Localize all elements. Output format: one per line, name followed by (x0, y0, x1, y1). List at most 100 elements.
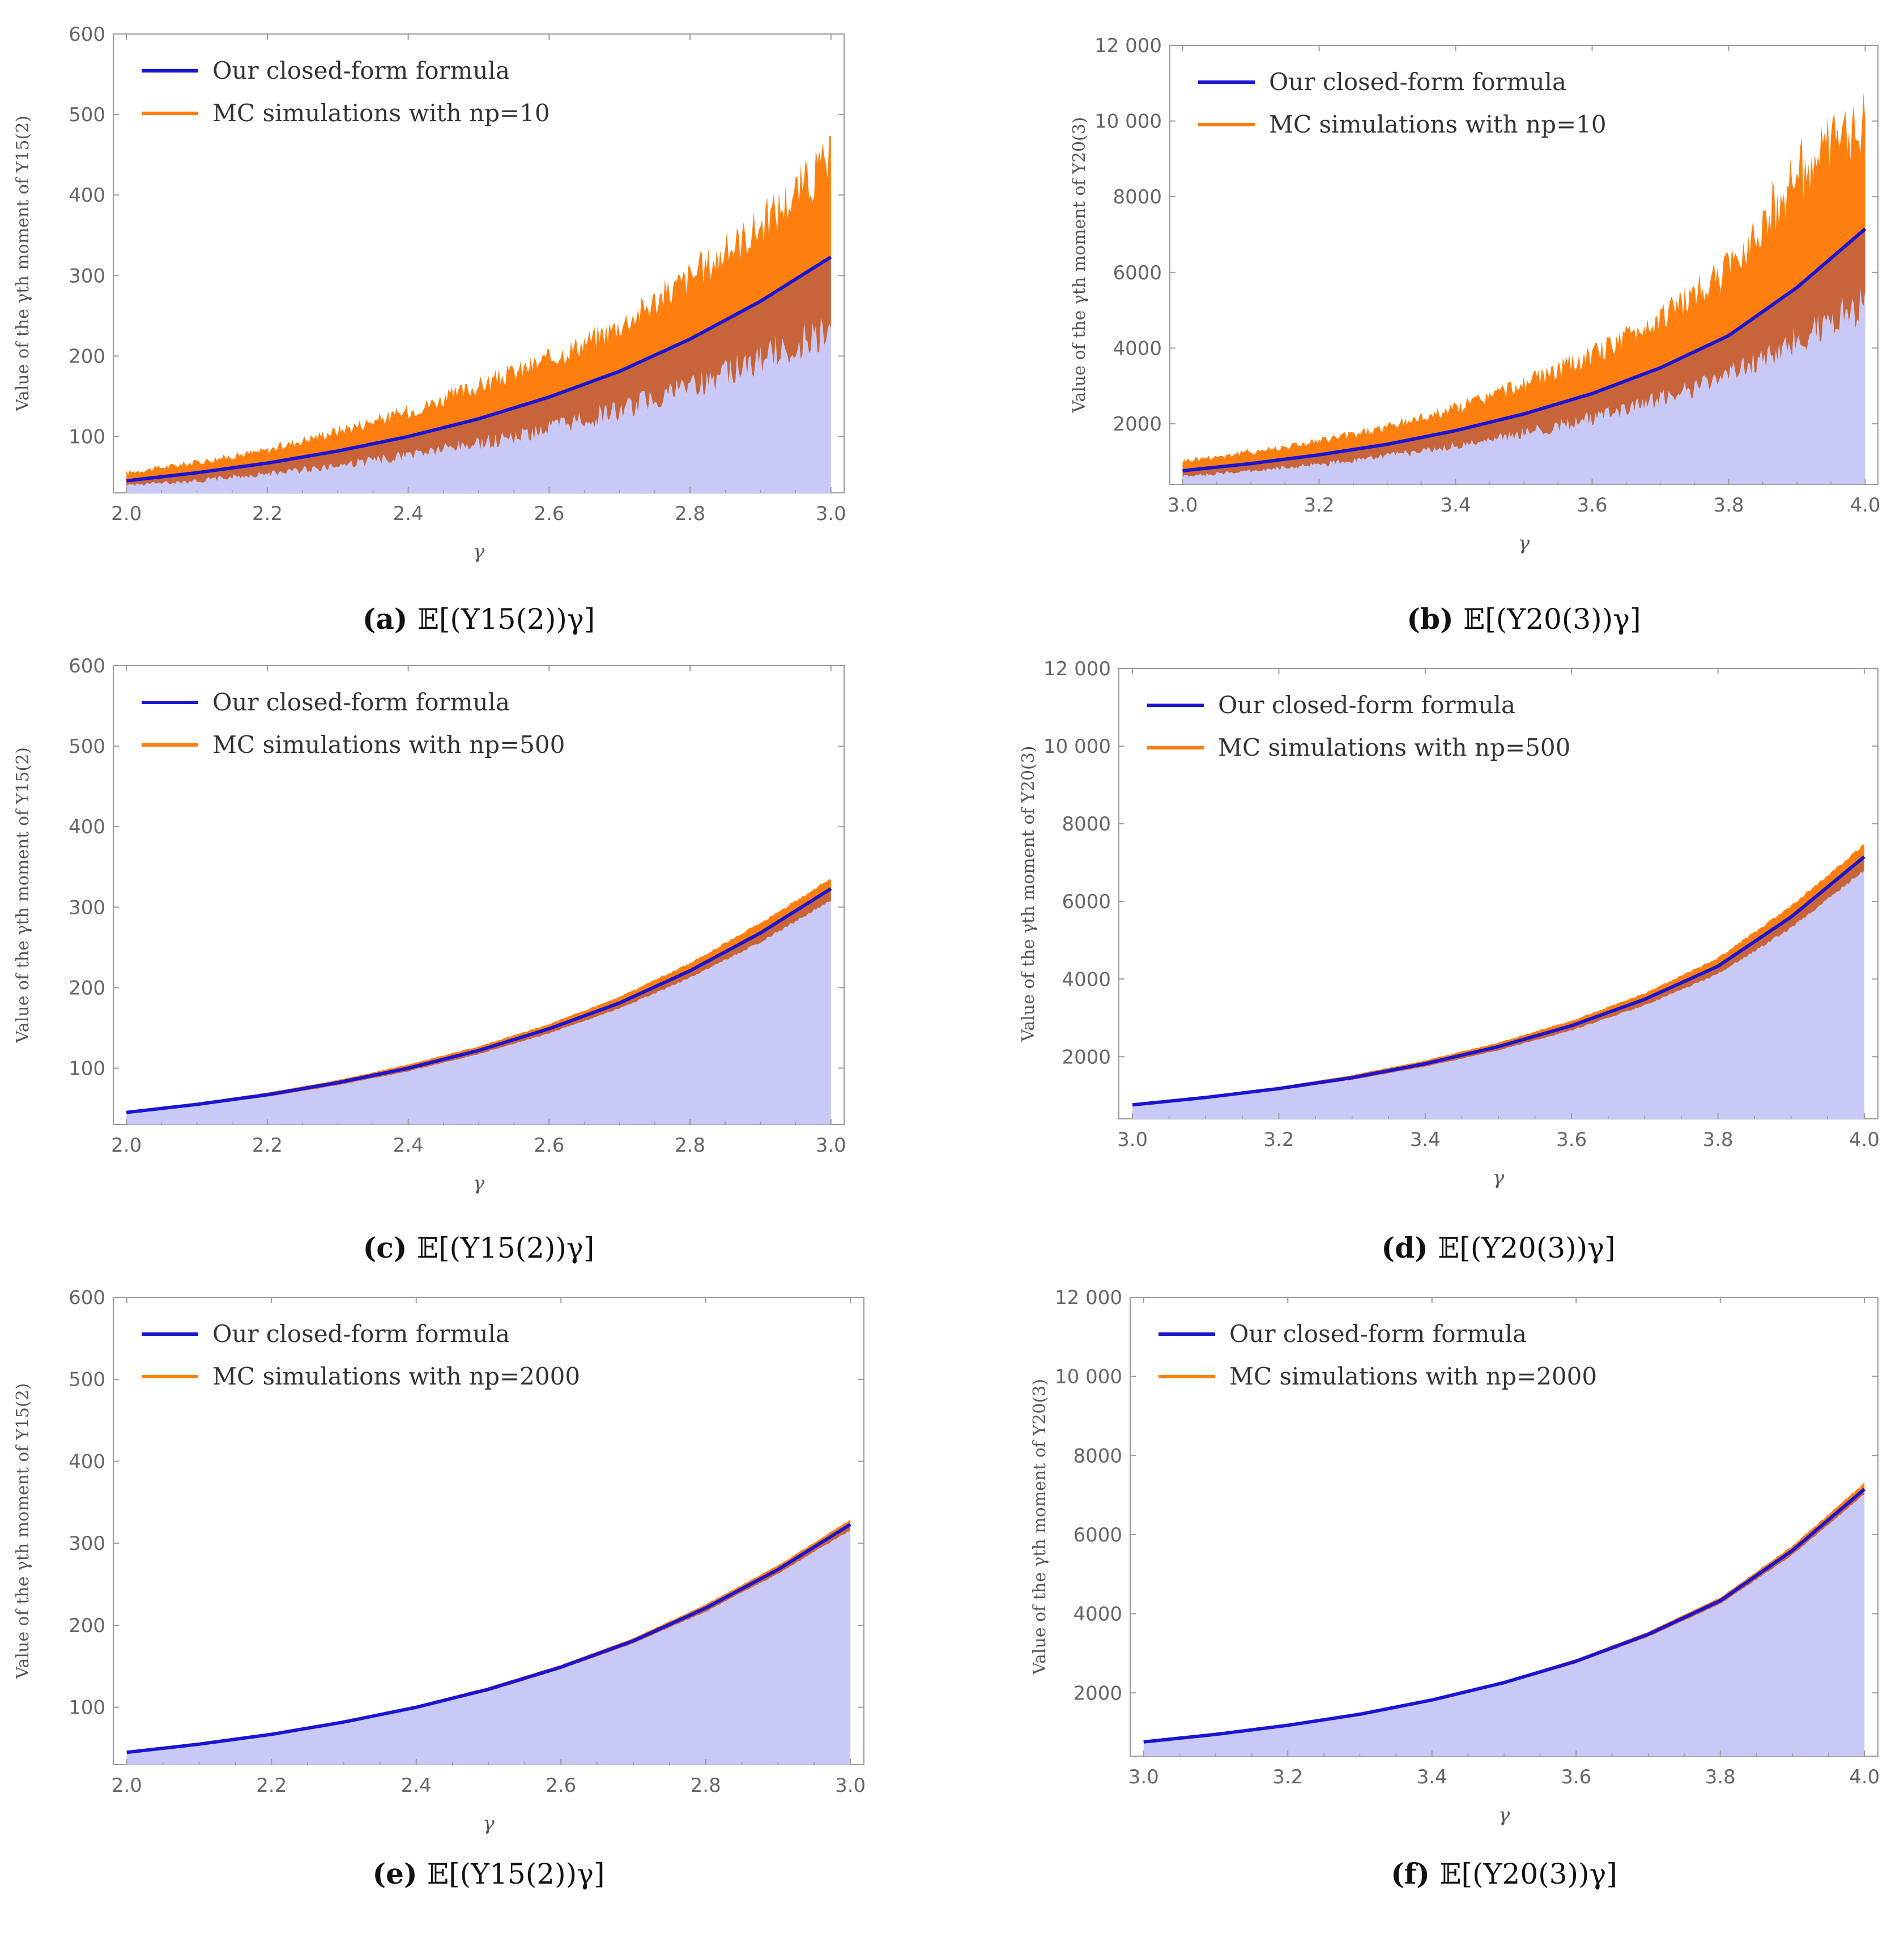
panel-c: 2.0 2.2 2.4 2.6 2.8 3.0 100 200 300 400 500 600 γ Val… (13, 655, 846, 1264)
y-axis-label-a: Value of the γth moment of Y15(2) (13, 116, 33, 412)
y-tick-label-d: 2000 (1062, 1046, 1111, 1068)
caption-letter-f: (f) (1391, 1857, 1439, 1890)
x-tick-label-f: 4.0 (1849, 1766, 1880, 1788)
x-axis-label-f: γ (1498, 1804, 1510, 1826)
caption-letter-b: (b) (1407, 602, 1463, 636)
area-fill-d (1132, 870, 1864, 1119)
x-tick-label-a: 2.6 (534, 502, 564, 525)
x-tick-label-c: 3.0 (816, 1134, 846, 1157)
y-tick-label-d: 8000 (1062, 813, 1111, 836)
x-axis-label-e: γ (483, 1812, 495, 1835)
y-tick-label-b: 10 000 (1094, 110, 1162, 133)
y-axis-label-d: Value of the γth moment of Y20(3) (1019, 746, 1038, 1042)
x-tick-label-a: 2.2 (252, 502, 283, 525)
legend-label-mc: MC simulations with np=500 (212, 731, 565, 759)
caption-text-a: 𝔼[(Y15(2))γ] (418, 603, 595, 636)
x-tick-label-b: 3.0 (1167, 494, 1198, 517)
legend-e: Our closed-form formula MC simulations wi… (142, 1320, 580, 1390)
y-tick-label-b: 6000 (1113, 262, 1162, 284)
caption-letter-c: (c) (363, 1231, 417, 1264)
area-fill-a (126, 318, 831, 493)
area-fill-f (1143, 1494, 1865, 1756)
y-tick-label-e: 400 (69, 1450, 105, 1473)
x-tick-label-a: 2.4 (393, 502, 424, 525)
caption-letter-e: (e) (372, 1857, 427, 1890)
formula-line-f (1143, 1488, 1866, 1744)
legend-b: Our closed-form formula MC simulations wi… (1198, 68, 1607, 138)
caption-text-f: 𝔼[(Y20(3))γ] (1439, 1858, 1617, 1890)
caption-a: (a) 𝔼[(Y15(2))γ] (363, 602, 595, 636)
y-axis-label-b: Value of the γth moment of Y20(3) (1070, 117, 1089, 413)
panel-b: 3.0 3.2 3.4 3.6 3.8 4.0 2000 4000 6000 8000 10 000… (1070, 35, 1881, 636)
legend-d: Our closed-form formula MC simulations wi… (1147, 691, 1570, 761)
legend-label-formula: Our closed-form formula (1229, 1320, 1527, 1348)
caption-d: (d) 𝔼[(Y20(3))γ] (1381, 1231, 1615, 1264)
legend-label-mc: MC simulations with np=10 (212, 99, 550, 127)
y-tick-label-c: 200 (69, 977, 105, 999)
legend-label-formula: Our closed-form formula (212, 1320, 510, 1348)
legend-label-formula: Our closed-form formula (212, 57, 510, 84)
y-axis-label-e: Value of the γth moment of Y15(2) (13, 1383, 33, 1679)
x-tick-label-f: 3.6 (1561, 1766, 1591, 1788)
x-tick-label-b: 4.0 (1850, 494, 1880, 517)
x-tick-label-e: 3.0 (835, 1774, 866, 1797)
caption-text-c: 𝔼[(Y15(2))γ] (417, 1232, 594, 1264)
y-axis-label-c: Value of the γth moment of Y15(2) (13, 747, 33, 1043)
x-tick-label-d: 4.0 (1849, 1128, 1880, 1151)
y-tick-label-a: 200 (69, 345, 105, 368)
y-tick-label-d: 10 000 (1043, 735, 1111, 758)
legend-label-formula: Our closed-form formula (212, 688, 510, 716)
caption-f: (f) 𝔼[(Y20(3))γ] (1391, 1857, 1617, 1890)
x-tick-label-b: 3.4 (1440, 494, 1471, 517)
x-tick-label-c: 2.2 (252, 1134, 283, 1157)
x-tick-label-a: 2.8 (675, 502, 705, 525)
panel-f: 3.0 3.2 3.4 3.6 3.8 4.0 2000 4000 6000 8000 10 000… (1030, 1287, 1880, 1890)
legend-label-formula: Our closed-form formula (1269, 68, 1566, 96)
legend-label-mc: MC simulations with np=10 (1269, 110, 1607, 138)
mc-band-upper-b (1182, 92, 1865, 471)
legend-label-mc: MC simulations with np=500 (1218, 734, 1570, 761)
caption-b: (b) 𝔼[(Y20(3))γ] (1407, 602, 1641, 636)
x-tick-label-f: 3.4 (1417, 1766, 1447, 1788)
y-tick-label-f: 10 000 (1055, 1366, 1122, 1388)
area-fill-b (1182, 288, 1865, 484)
area-fill-c (126, 901, 831, 1125)
x-tick-label-e: 2.0 (112, 1774, 142, 1797)
x-tick-label-f: 3.8 (1705, 1766, 1736, 1788)
y-tick-label-e: 100 (69, 1697, 105, 1719)
panel-e: 2.0 2.2 2.4 2.6 2.8 3.0 100 200 300 400 500 600 γ Val… (13, 1287, 866, 1890)
x-tick-label-e: 2.2 (256, 1774, 287, 1797)
legend-label-mc: MC simulations with np=2000 (212, 1362, 580, 1390)
x-tick-label-c: 2.8 (675, 1134, 705, 1157)
x-tick-label-c: 2.0 (111, 1134, 142, 1157)
x-tick-label-f: 3.0 (1128, 1766, 1159, 1788)
x-tick-label-d: 3.6 (1556, 1128, 1587, 1151)
y-tick-label-f: 6000 (1073, 1524, 1122, 1547)
x-tick-label-e: 2.6 (546, 1774, 576, 1797)
x-tick-label-a: 2.0 (111, 502, 142, 525)
y-tick-label-a: 400 (69, 184, 105, 207)
y-tick-label-d: 12 000 (1043, 658, 1111, 680)
x-axis-label-c: γ (473, 1172, 485, 1195)
y-tick-label-d: 6000 (1062, 891, 1111, 913)
y-tick-label-f: 2000 (1073, 1682, 1122, 1705)
caption-text-d: 𝔼[(Y20(3))γ] (1438, 1232, 1615, 1264)
y-tick-label-e: 200 (69, 1615, 105, 1637)
caption-c: (c) 𝔼[(Y15(2))γ] (363, 1231, 595, 1264)
x-tick-label-e: 2.8 (691, 1774, 721, 1797)
formula-line-e (126, 1523, 851, 1754)
y-tick-label-c: 600 (69, 655, 105, 678)
mc-band-lower-b (1182, 229, 1865, 478)
x-tick-label-d: 3.2 (1263, 1128, 1294, 1151)
legend-c: Our closed-form formula MC simulations wi… (142, 688, 565, 759)
y-tick-label-e: 500 (69, 1369, 105, 1391)
legend-label-formula: Our closed-form formula (1218, 691, 1515, 719)
y-tick-label-b: 12 000 (1094, 35, 1162, 57)
x-tick-label-d: 3.4 (1410, 1128, 1441, 1151)
y-tick-label-c: 300 (69, 896, 105, 919)
panel-a: 2.0 2.2 2.4 2.6 2.8 3.0 100 200 300 400 500 600 γ Val… (13, 23, 846, 636)
y-tick-label-b: 8000 (1113, 186, 1162, 208)
y-axis-label-f: Value of the γth moment of Y20(3) (1030, 1379, 1050, 1675)
y-tick-label-e: 300 (69, 1532, 105, 1555)
